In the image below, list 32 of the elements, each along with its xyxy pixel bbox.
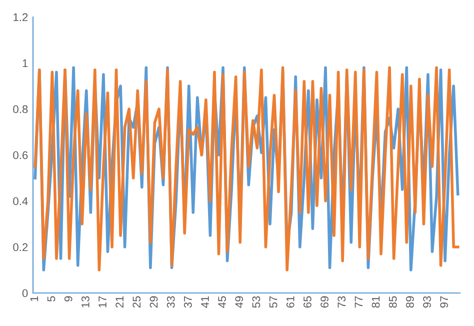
- x-tick-label: 29: [150, 296, 158, 308]
- x-tick-label: 53: [252, 296, 260, 308]
- y-tick-label: 0: [22, 289, 28, 298]
- y-tick-label: 1.2: [14, 13, 28, 22]
- y-tick-label: 0.4: [13, 197, 28, 206]
- y-tick-label: 1: [22, 59, 28, 68]
- y-tick-label: 0.2: [13, 243, 28, 252]
- x-tick-label: 5: [47, 296, 56, 302]
- x-tick-label: 21: [116, 296, 124, 308]
- x-tick-label: 9: [64, 296, 72, 302]
- x-tick-label: 77: [354, 296, 363, 308]
- x-tick-label: 41: [201, 296, 209, 308]
- y-tick-label: 0.8: [13, 105, 28, 114]
- x-tick-label: 45: [218, 296, 226, 308]
- x-tick-label: 37: [184, 296, 192, 308]
- x-tick-label: 65: [304, 296, 312, 308]
- x-tick-label: 17: [98, 296, 106, 308]
- x-tick-label: 73: [338, 296, 346, 308]
- x-tick-label: 13: [81, 296, 90, 308]
- x-tick-label: 81: [372, 296, 380, 308]
- x-tick-label: 49: [235, 296, 244, 308]
- x-tick-label: 69: [320, 296, 328, 308]
- x-tick-label: 25: [132, 296, 141, 308]
- x-tick-label: 1: [30, 296, 38, 302]
- x-tick-label: 57: [269, 296, 278, 308]
- x-tick-label: 61: [286, 296, 294, 308]
- x-tick-label: 93: [423, 296, 431, 308]
- y-tick-label: 0.6: [13, 151, 28, 160]
- x-tick-label: 97: [440, 296, 448, 308]
- x-tick-label: 85: [388, 296, 397, 308]
- x-tick-label: 33: [166, 296, 175, 308]
- x-tick-label: 89: [406, 296, 414, 308]
